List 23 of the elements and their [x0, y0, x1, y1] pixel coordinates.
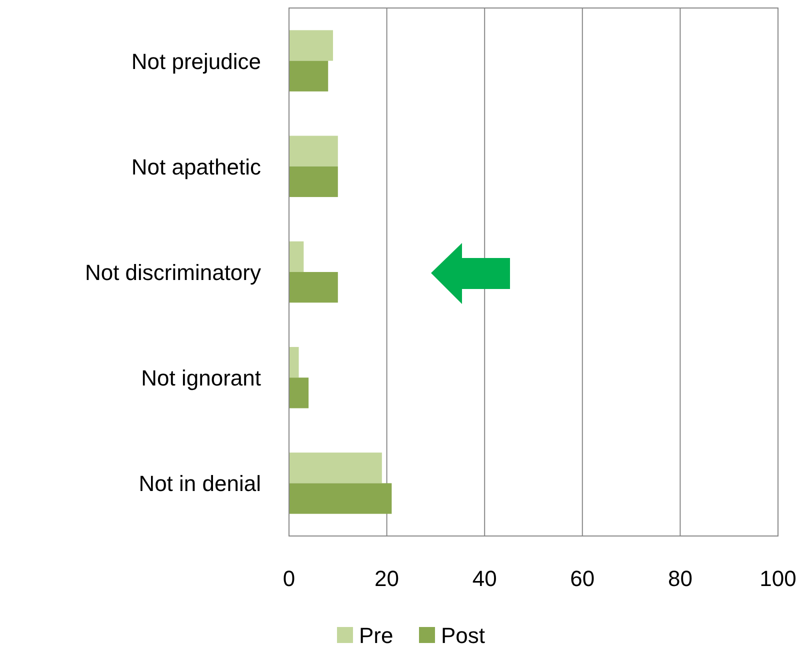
x-tick-label: 60 [570, 566, 595, 591]
x-tick-label: 80 [668, 566, 692, 591]
bar [289, 166, 338, 198]
y-tick-label: Not ignorant [141, 366, 261, 391]
bar [289, 346, 299, 378]
x-tick-label: 40 [472, 566, 497, 591]
y-tick-label: Not apathetic [131, 154, 261, 180]
bar [289, 483, 392, 514]
x-tick-label: 20 [374, 566, 400, 591]
x-tick-label: 0 [282, 566, 296, 591]
bar [289, 136, 338, 166]
y-tick-label: Not prejudice [131, 48, 261, 74]
bar [289, 272, 338, 303]
legend-label: Post [441, 623, 486, 648]
legend-label: Pre [359, 623, 394, 648]
bar [289, 378, 309, 408]
bar [289, 60, 328, 92]
y-tick-label: Not in denial [138, 471, 261, 496]
bar [289, 30, 334, 61]
y-tick-label: Not discriminatory [84, 260, 261, 285]
bar [289, 452, 382, 484]
bar [289, 241, 304, 272]
x-tick-label: 100 [760, 566, 796, 591]
